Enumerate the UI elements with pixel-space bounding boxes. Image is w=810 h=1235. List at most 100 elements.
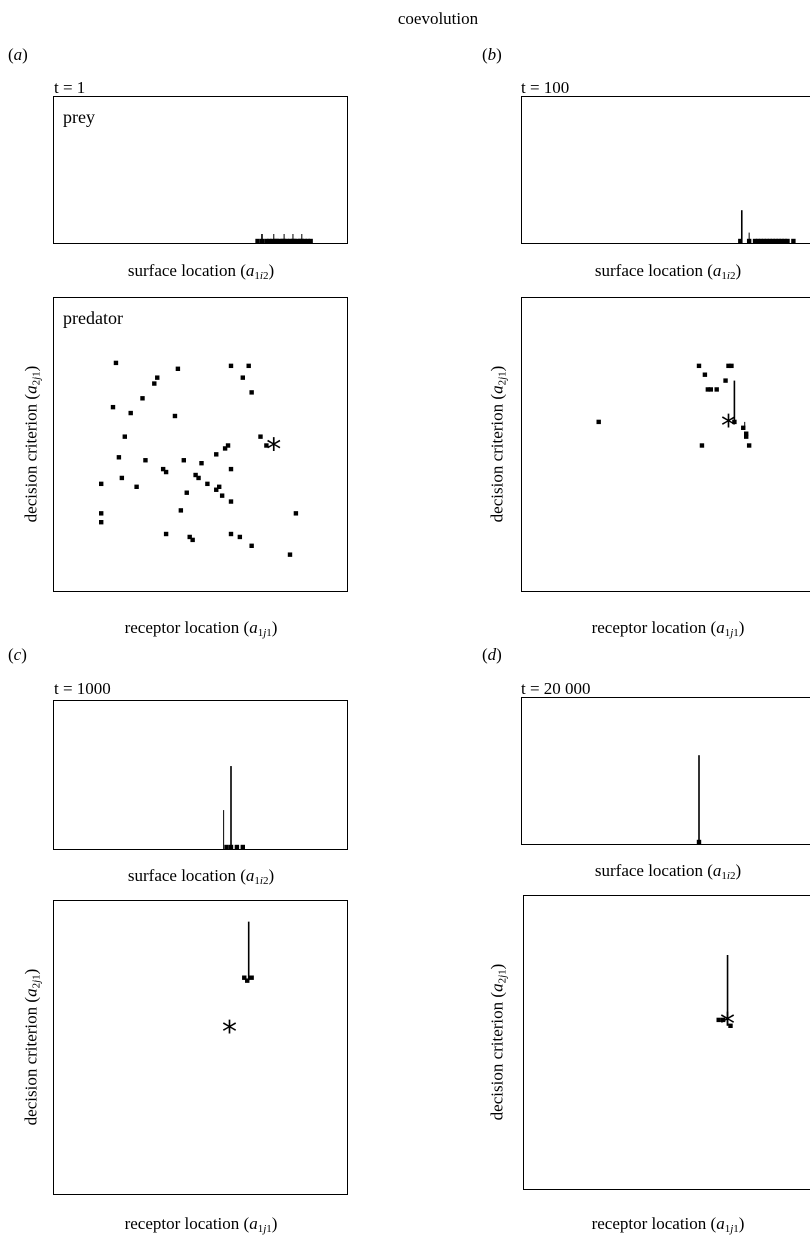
predator-point	[134, 484, 139, 489]
panel-b-decision-ylabel: decision criterion (a2j1)	[487, 365, 509, 523]
prey-point	[264, 238, 269, 244]
prey-label: prey	[63, 107, 95, 127]
predator-point	[249, 390, 254, 395]
prey-point	[782, 238, 787, 244]
predator-point	[258, 434, 263, 439]
predator-point	[242, 975, 247, 980]
prey-point	[292, 238, 297, 244]
predator-point	[228, 531, 234, 537]
predator-point	[219, 493, 225, 498]
predator-point	[228, 363, 234, 369]
panel-a-prey-svg	[255, 234, 313, 244]
predator-point	[705, 387, 711, 392]
prey-point	[274, 238, 279, 244]
predator-point	[190, 537, 195, 543]
panel-c-time: t = 1000	[54, 679, 111, 698]
predator-point	[702, 372, 708, 377]
predator-point	[113, 360, 119, 366]
panel-d-prey-svg	[696, 755, 702, 845]
predator-point	[196, 475, 201, 481]
prey-point	[308, 238, 313, 244]
panel-b-predator-svg: *	[596, 363, 752, 448]
predator-point	[110, 404, 116, 410]
predator-point	[99, 520, 104, 525]
panel-d-letter: (d)	[482, 645, 502, 664]
predator-point	[222, 446, 228, 451]
panel-c-predator-svg: *	[222, 921, 254, 1050]
predator-point	[214, 452, 219, 457]
prey-point	[287, 238, 293, 244]
predator-point	[199, 461, 204, 466]
predator-point	[175, 366, 181, 371]
predator-point	[699, 443, 705, 448]
panel-b-time: t = 100	[521, 78, 570, 97]
predator-point	[214, 487, 219, 492]
optimum-star-marker: *	[720, 1007, 735, 1042]
panel-b-receptor-xlabel: receptor location (a1j1)	[591, 618, 745, 639]
panel-b-prey-plot	[521, 96, 810, 244]
prey-point	[267, 238, 272, 244]
prey-point	[302, 238, 307, 244]
panel-d-time: t = 20 000	[521, 679, 591, 698]
panel-a-receptor-xlabel: receptor location (a1j1)	[124, 618, 278, 639]
predator-point	[287, 552, 293, 557]
predator-point	[205, 481, 210, 487]
prey-point	[752, 238, 758, 244]
prey-point	[270, 238, 275, 244]
prey-point	[255, 238, 260, 244]
predator-point	[181, 458, 186, 463]
predator-point	[163, 531, 169, 537]
prey-point	[776, 238, 781, 244]
prey-point	[281, 238, 287, 244]
panel-c-receptor-xlabel: receptor location (a1j1)	[124, 1214, 278, 1235]
panel-d-receptor-xlabel: receptor location (a1j1)	[591, 1214, 745, 1235]
predator-point	[228, 499, 234, 504]
panel-b-predator-plot: *	[521, 297, 810, 592]
panel-c-prey-svg	[223, 766, 245, 850]
predator-point	[184, 490, 189, 495]
prey-point	[758, 238, 764, 244]
prey-point	[764, 238, 770, 244]
predator-point	[228, 466, 234, 472]
predator-point	[155, 375, 160, 380]
predator-point	[172, 413, 178, 419]
prey-point	[791, 238, 796, 244]
panel-d-predator-svg: *	[716, 955, 735, 1042]
predator-point	[246, 363, 251, 369]
prey-point	[779, 238, 784, 244]
predator-point	[744, 431, 749, 436]
prey-point	[755, 238, 761, 244]
panel-a-decision-ylabel: decision criterion (a2j1)	[21, 365, 43, 523]
predator-point	[128, 410, 133, 416]
panel-d-predator-plot: *	[523, 895, 810, 1190]
panel-a-letter: (a)	[8, 45, 28, 64]
prey-point	[746, 238, 752, 244]
panel-c-predator-plot: *	[53, 900, 348, 1195]
prey-point	[305, 238, 310, 244]
panel-a-predator-plot: predator *	[53, 297, 348, 592]
predator-point	[746, 443, 752, 448]
predator-point	[249, 543, 254, 548]
panel-d-decision-ylabel: decision criterion (a2j1)	[487, 963, 509, 1121]
prey-point	[785, 238, 790, 244]
optimum-star-marker: *	[721, 409, 736, 444]
prey-point	[259, 238, 265, 244]
predator-point	[240, 375, 245, 380]
panel-b-prey-svg	[738, 210, 796, 244]
predator-point	[187, 534, 192, 540]
prey-point	[770, 238, 775, 244]
prey-point	[277, 238, 282, 244]
predator-point	[732, 419, 737, 425]
panel-d-surface-xlabel: surface location (a1i2)	[594, 861, 742, 882]
panel-a-time: t = 1	[54, 78, 86, 97]
panel-b-letter: (b)	[482, 45, 502, 64]
predator-point	[696, 363, 702, 369]
panel-a-predator-svg: *	[99, 360, 299, 557]
panel-a-surface-xlabel: surface location (a1i2)	[127, 261, 275, 282]
prey-point	[767, 238, 772, 244]
prey-point	[761, 238, 767, 244]
predator-point	[140, 396, 145, 401]
figure-title: coevolution	[397, 9, 479, 28]
predator-point	[726, 363, 731, 369]
predator-point	[714, 387, 719, 392]
